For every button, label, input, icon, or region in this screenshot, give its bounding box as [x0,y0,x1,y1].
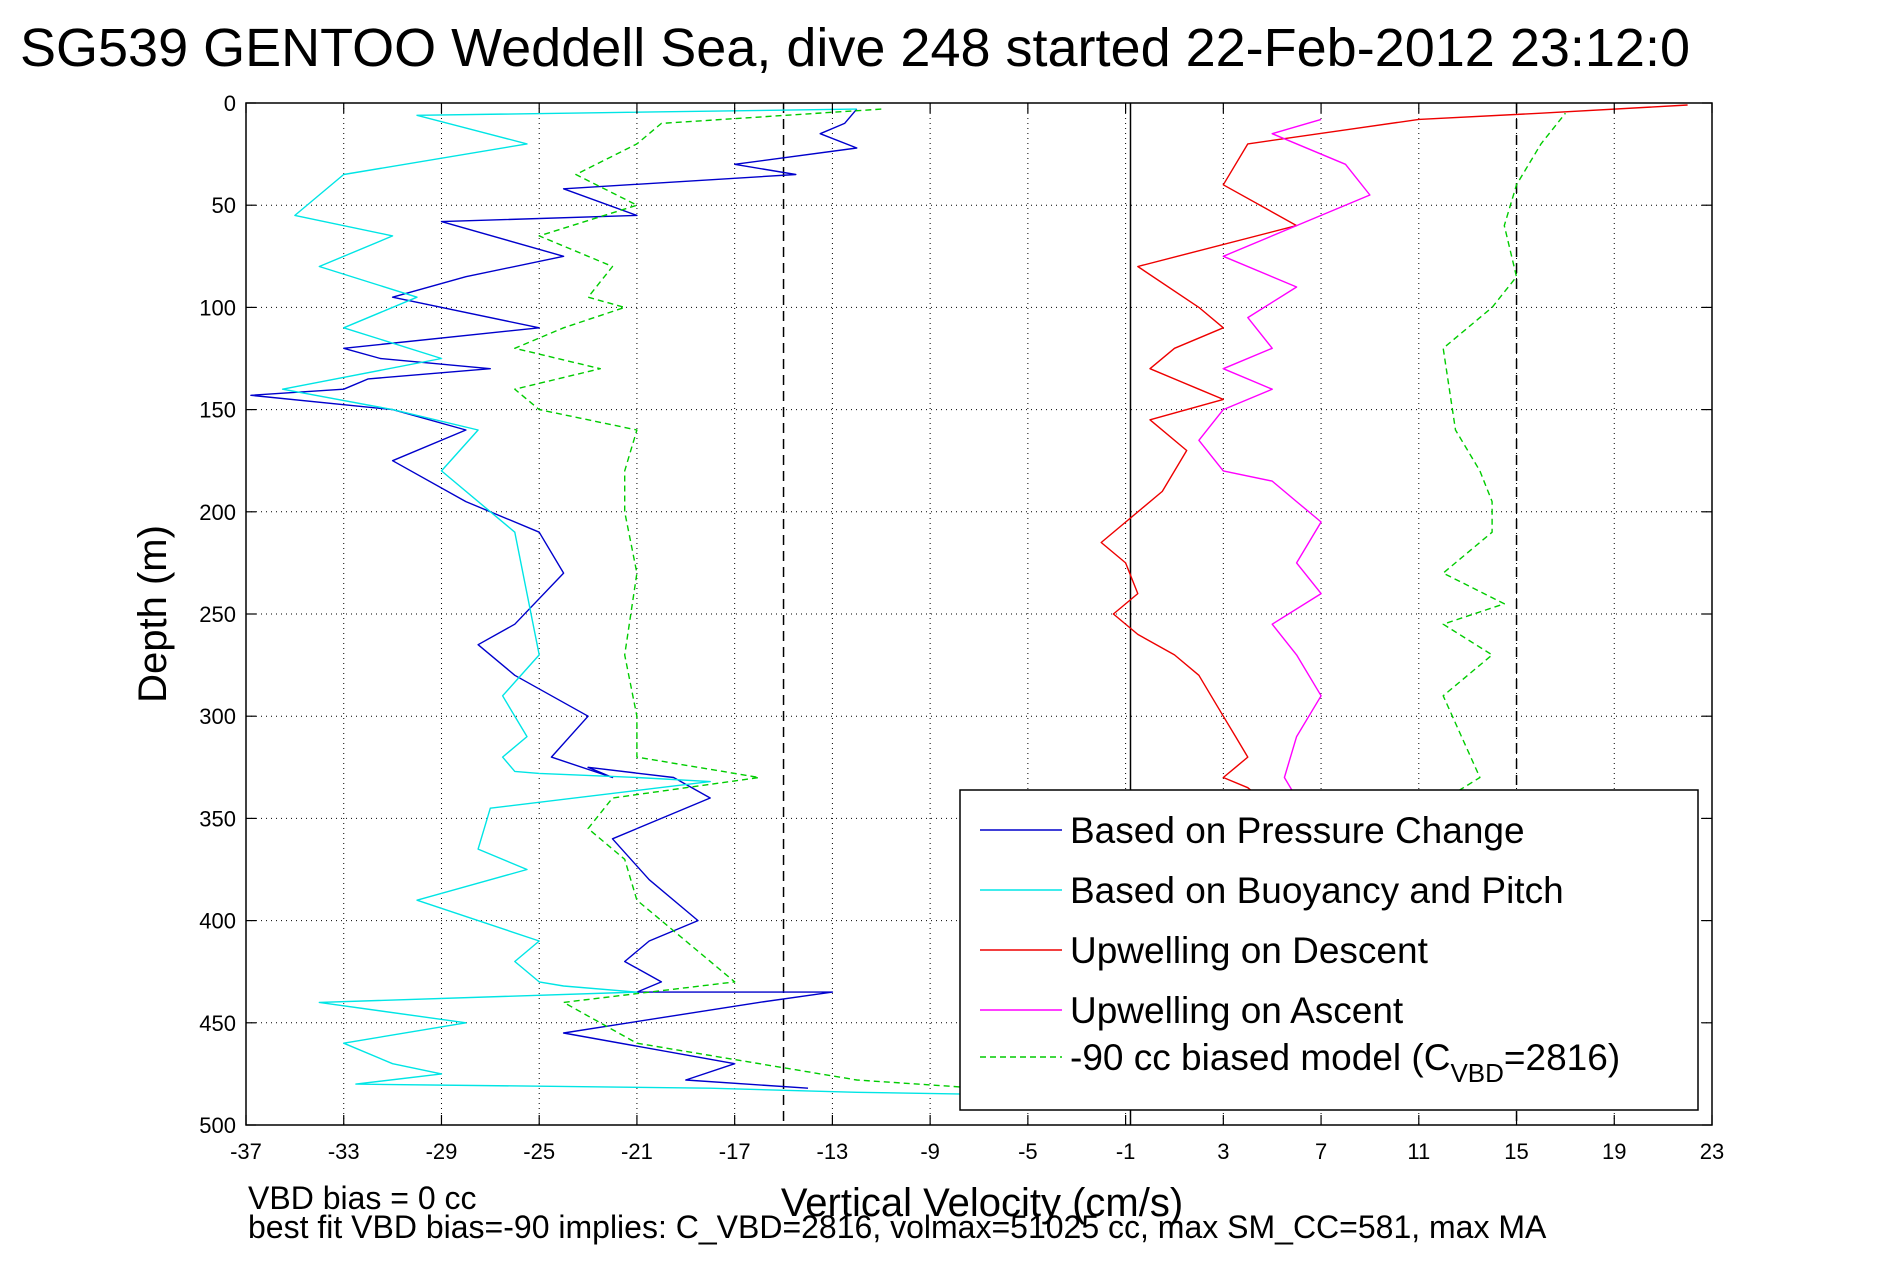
y-tick-label: 250 [199,602,236,627]
footnote-best-fit: best fit VBD bias=-90 implies: C_VBD=281… [248,1209,1547,1245]
x-tick-label: -29 [426,1139,458,1164]
x-tick-label: -1 [1116,1139,1136,1164]
y-tick-label: 400 [199,909,236,934]
x-tick-label: -13 [817,1139,849,1164]
y-tick-label: 150 [199,398,236,423]
legend-label: Upwelling on Ascent [1070,990,1404,1031]
series-line-5 [514,108,1566,1089]
grid-lines [246,103,1712,1125]
chart-title: SG539 GENTOO Weddell Sea, dive 248 start… [20,18,1690,78]
x-tick-label: -5 [1018,1139,1038,1164]
y-tick-label: 200 [199,500,236,525]
x-tick-label: 3 [1217,1139,1229,1164]
x-tick-label: 23 [1700,1139,1724,1164]
y-axis-label: Depth (m) [131,525,175,703]
x-tick-label: -33 [328,1139,360,1164]
legend: Based on Pressure Change Based on Buoyanc… [959,789,1699,1111]
x-tick-label: -37 [230,1139,262,1164]
legend-label: Based on Buoyancy and Pitch [1070,870,1564,911]
x-tick-label: -21 [621,1139,653,1164]
x-tick-label: -25 [523,1139,555,1164]
y-tick-label: 500 [199,1113,236,1138]
y-tick-label: 100 [199,295,236,320]
x-tick-label: 15 [1504,1139,1528,1164]
footnote-vbd-bias: VBD bias = 0 cc [248,1180,477,1216]
x-tick-label: 7 [1315,1139,1327,1164]
data-series [250,104,1688,1095]
axis-ticks: -37 -33 -29 -25 -21 -17 -13 -9 -5 -1 3 7 11 15 19 23050… [199,91,1724,1164]
y-tick-label: 50 [212,193,236,218]
series-line-2 [281,108,980,1095]
y-tick-label: 0 [224,91,236,116]
y-tick-label: 450 [199,1011,236,1036]
x-axis-label: Vertical Velocity (cm/s) [781,1181,1183,1225]
series-line-1 [250,108,858,1089]
series-line-3 [1100,104,1688,799]
y-tick-label: 350 [199,806,236,831]
x-tick-label: -17 [719,1139,751,1164]
legend-label: Upwelling on Descent [1070,930,1429,971]
series-line-4 [1198,118,1371,799]
legend-label: Based on Pressure Change [1070,810,1525,851]
x-tick-label: 19 [1602,1139,1626,1164]
y-tick-label: 300 [199,704,236,729]
legend-box [959,789,1699,1111]
x-tick-label: -9 [920,1139,940,1164]
x-tick-label: 11 [1407,1139,1430,1164]
